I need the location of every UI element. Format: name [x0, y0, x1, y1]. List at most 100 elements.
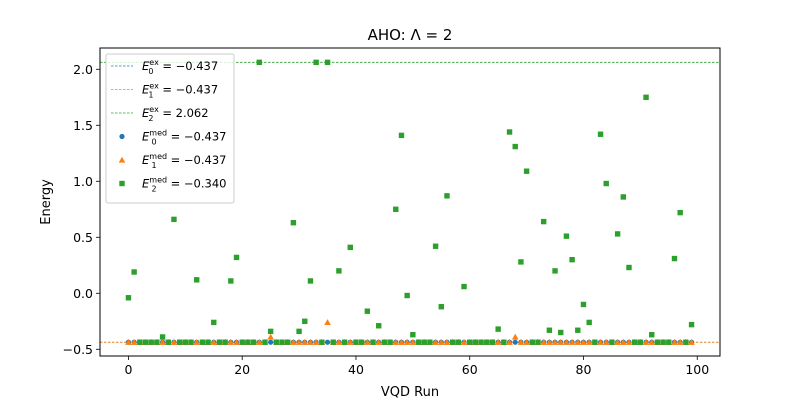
e2-med-point — [205, 339, 211, 345]
e1-med-point — [193, 338, 200, 345]
e2-med-point — [313, 59, 319, 66]
x-tick-label: 60 — [462, 362, 478, 377]
e2-med-point — [427, 339, 433, 345]
e0-med-point — [324, 339, 331, 345]
e2-med-point — [256, 59, 262, 66]
e2-med-point — [245, 339, 251, 345]
e2-med-point — [535, 339, 541, 345]
e1-med-point — [506, 338, 513, 345]
e2-med-point — [182, 339, 189, 345]
y-tick-label: 0.0 — [73, 286, 93, 301]
e2-med-point — [364, 308, 371, 314]
x-tick-label: 100 — [685, 362, 709, 377]
legend-frame — [105, 53, 235, 204]
legend-label: Emed 2 = −0.340 — [142, 176, 226, 194]
legend-marker-swatch — [119, 133, 125, 140]
e2-med-point — [358, 339, 365, 345]
e1-med-point — [585, 338, 593, 345]
y-tick-label: 2.0 — [73, 62, 93, 77]
e2-med-point — [529, 339, 535, 345]
e2-med-point — [176, 339, 183, 345]
e2-med-point — [336, 268, 342, 274]
e2-med-point — [233, 254, 240, 261]
e1-med-point — [563, 338, 570, 345]
e1-med-point — [295, 338, 303, 345]
e1-med-point — [602, 338, 610, 345]
e1-med-point — [403, 338, 411, 345]
e1-med-point — [267, 333, 274, 340]
e2-med-point — [307, 278, 314, 284]
e2-med-point — [171, 216, 177, 223]
e2-med-point — [643, 94, 649, 100]
e1-med-point — [642, 338, 650, 345]
e1-med-point — [210, 338, 218, 345]
e1-med-point — [307, 338, 314, 345]
e2-med-point — [165, 339, 171, 345]
e1-med-point — [125, 338, 132, 345]
e1-med-point — [290, 338, 297, 345]
e2-med-point — [438, 304, 444, 310]
e1-med-point — [437, 338, 445, 345]
e1-med-point — [597, 338, 604, 345]
e1-med-point — [170, 338, 178, 345]
e1-med-point — [540, 338, 547, 345]
legend-label: Emed 1 = −0.437 — [142, 152, 226, 170]
e1-med-point — [517, 338, 525, 345]
e2-med-point — [597, 131, 604, 137]
e2-med-point — [199, 339, 206, 345]
e1-med-point — [676, 338, 684, 345]
legend-label: Eex 0 = −0.437 — [142, 58, 218, 76]
e2-med-point — [347, 244, 353, 251]
e2-med-point — [472, 339, 479, 345]
e1-med-point — [398, 338, 405, 345]
e2-med-point — [677, 209, 683, 216]
e2-med-point — [649, 332, 655, 338]
e2-med-point — [603, 180, 609, 187]
e2-med-point — [461, 283, 467, 290]
e2-med-point — [444, 193, 450, 199]
x-tick-label: 20 — [234, 362, 250, 377]
e2-med-point — [660, 339, 666, 345]
e2-med-point — [137, 339, 143, 345]
e1-med-point — [233, 338, 240, 345]
e2-med-point — [432, 243, 439, 249]
e2-med-point — [484, 339, 490, 345]
e2-med-point — [154, 339, 160, 345]
e2-med-point — [296, 328, 302, 335]
legend: Eex 0 = −0.437 Eex 1 = −0.437 Eex 2 = 2.062 Em… — [105, 53, 235, 204]
legend-label: Emed 0 = −0.437 — [142, 129, 226, 147]
e1-med-point — [130, 338, 138, 345]
e2-med-point — [455, 339, 462, 345]
e2-med-point — [239, 339, 245, 345]
e2-med-point — [131, 269, 137, 275]
e2-med-point — [415, 339, 422, 345]
e2-med-point — [387, 339, 393, 345]
chart-title: AHO: Λ = 2 — [368, 26, 453, 44]
e1-med-point — [443, 338, 451, 345]
e1-med-point — [409, 338, 417, 345]
e2-med-point — [489, 339, 496, 345]
e2-med-point — [125, 295, 132, 301]
e2-med-point — [330, 339, 336, 345]
e2-med-point — [148, 339, 154, 345]
e2-med-point — [376, 323, 382, 329]
e1-med-point — [375, 338, 383, 345]
e2-med-point — [228, 278, 234, 284]
e2-med-point — [614, 231, 621, 237]
e1-med-point — [511, 333, 519, 340]
x-tick-label: 0 — [124, 362, 132, 377]
e1-med-point — [324, 319, 331, 326]
e0-med-point — [512, 339, 518, 345]
e2-med-point — [654, 339, 661, 345]
x-tick-label: 80 — [576, 362, 592, 377]
e2-med-point — [370, 339, 376, 345]
e2-med-point — [290, 220, 297, 226]
x-tick-label: 40 — [348, 362, 364, 377]
e2-med-point — [506, 129, 513, 135]
e1-med-point — [551, 338, 559, 345]
e1-med-point — [364, 338, 371, 345]
e2-med-point — [421, 339, 427, 345]
e2-med-point — [512, 143, 518, 150]
e2-med-point — [540, 218, 547, 225]
